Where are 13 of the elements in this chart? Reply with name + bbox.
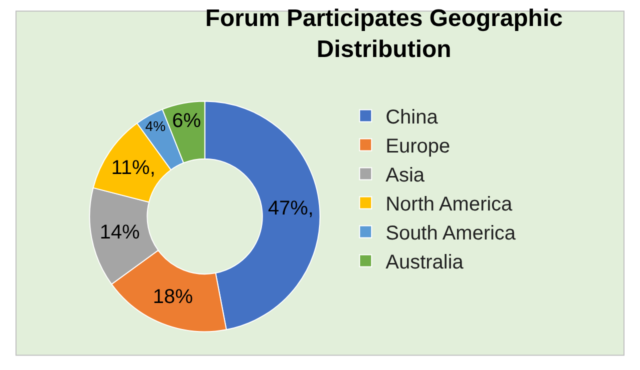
data-label: 47%, (268, 197, 314, 220)
legend-label: Europe (386, 136, 450, 158)
legend-label: South America (386, 222, 517, 244)
data-label: 11%, (111, 156, 156, 179)
legend-label: North America (386, 194, 514, 216)
data-label: 18% (152, 286, 194, 308)
legend-label: Australia (386, 252, 464, 274)
legend-label: China (386, 106, 439, 128)
data-label: 4% (145, 118, 166, 134)
data-label: 14% (100, 222, 140, 244)
data-label: 6% (172, 110, 201, 132)
chart-title: Forum Participates Geographic Distribution (205, 4, 563, 64)
legend-label: Asia (386, 164, 426, 186)
